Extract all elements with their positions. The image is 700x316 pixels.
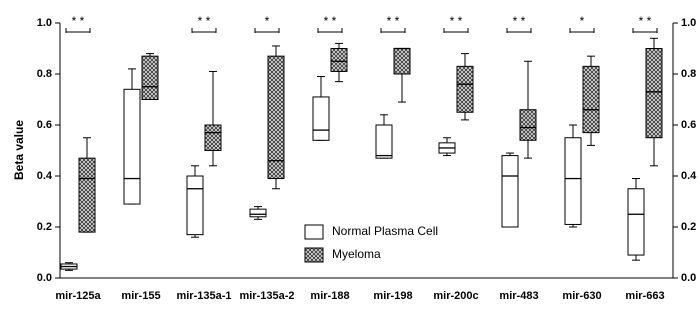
significance: * *	[324, 14, 337, 28]
y-tick-label: 1.0	[37, 17, 52, 29]
x-tick-label: mir-200c	[433, 290, 478, 302]
box	[519, 109, 537, 141]
legend-label: Normal Plasma Cell	[332, 224, 438, 238]
box	[456, 65, 474, 113]
x-tick-label: mir-483	[499, 290, 538, 302]
legend-label: Myeloma	[332, 247, 381, 261]
y-tick-label: 0.4	[37, 170, 53, 182]
box	[141, 55, 159, 100]
box	[78, 157, 96, 233]
y-tick-label: 0.0	[37, 272, 52, 284]
significance: * *	[450, 14, 463, 28]
box	[330, 48, 348, 72]
x-tick-label: mir-135a-1	[176, 290, 231, 302]
y2-tick-label: 0.0	[681, 272, 696, 284]
y-tick-label: 0.8	[37, 68, 52, 80]
y2-tick-label: 0.4	[681, 170, 697, 182]
box	[186, 175, 204, 236]
box	[627, 188, 645, 256]
x-tick-label: mir-198	[373, 290, 412, 302]
box	[645, 48, 663, 139]
significance: * *	[639, 14, 652, 28]
y2-tick-label: 0.6	[681, 119, 696, 131]
box	[312, 96, 330, 141]
box	[249, 208, 267, 218]
y-tick-label: 0.2	[37, 221, 52, 233]
y2-tick-label: 1.0	[681, 17, 696, 29]
y2-tick-label: 0.2	[681, 221, 696, 233]
box	[501, 155, 519, 228]
box	[267, 55, 285, 180]
box	[375, 124, 393, 159]
significance: * *	[387, 14, 400, 28]
significance: * *	[513, 14, 526, 28]
x-tick-label: mir-135a-2	[239, 290, 294, 302]
y-tick-label: 0.6	[37, 119, 52, 131]
significance: *	[580, 14, 585, 28]
x-tick-label: mir-188	[310, 290, 349, 302]
box	[564, 137, 582, 225]
box	[393, 48, 411, 75]
significance: * *	[198, 14, 211, 28]
significance: *	[265, 14, 270, 28]
box	[123, 88, 141, 205]
y-axis-label: Beta value	[12, 120, 26, 180]
x-tick-label: mir-155	[121, 290, 160, 302]
x-tick-label: mir-663	[625, 290, 664, 302]
legend-swatch	[304, 224, 324, 240]
significance: * *	[72, 14, 85, 28]
y2-tick-label: 0.8	[681, 68, 696, 80]
legend-swatch	[304, 247, 324, 263]
x-tick-label: mir-630	[562, 290, 601, 302]
box	[582, 65, 600, 134]
box	[204, 124, 222, 151]
x-tick-label: mir-125a	[55, 290, 101, 302]
